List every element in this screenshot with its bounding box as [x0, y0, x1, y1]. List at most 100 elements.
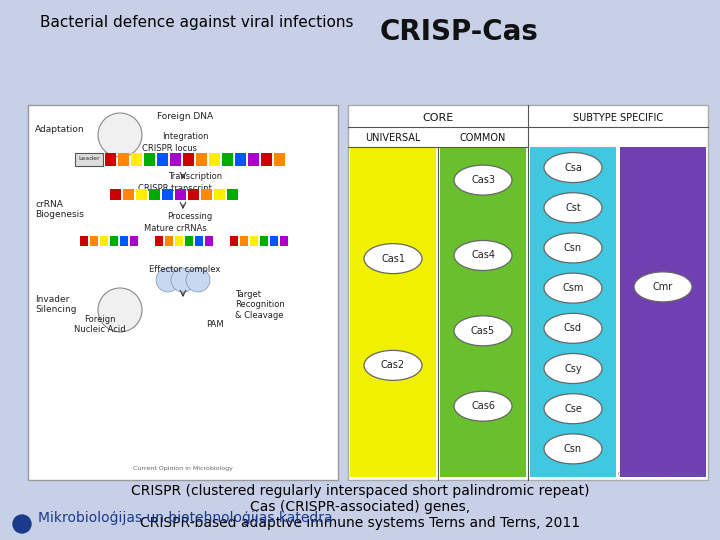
Text: Cas6: Cas6 — [471, 401, 495, 411]
Bar — [274, 153, 285, 166]
Text: Cas1: Cas1 — [381, 254, 405, 264]
Text: Cas5: Cas5 — [471, 326, 495, 336]
Bar — [170, 153, 181, 166]
Bar — [183, 153, 194, 166]
Text: Csn: Csn — [564, 243, 582, 253]
Bar — [195, 236, 203, 246]
Bar — [123, 189, 134, 200]
Bar — [165, 236, 173, 246]
Text: Mikrobioloģijas un biotehnoloģijas katedra: Mikrobioloģijas un biotehnoloģijas kated… — [38, 511, 333, 525]
Bar — [196, 153, 207, 166]
Ellipse shape — [454, 391, 512, 421]
Bar — [110, 189, 121, 200]
Text: Integration: Integration — [162, 132, 208, 141]
Text: Processing: Processing — [167, 212, 212, 221]
Circle shape — [186, 268, 210, 292]
Text: Csa: Csa — [564, 163, 582, 173]
Text: Adaptation: Adaptation — [35, 125, 85, 134]
Bar — [162, 189, 173, 200]
Bar — [155, 236, 163, 246]
Bar — [149, 189, 160, 200]
Circle shape — [98, 113, 142, 157]
Bar — [440, 147, 526, 477]
Bar — [201, 189, 212, 200]
Ellipse shape — [544, 394, 602, 424]
Bar — [280, 236, 288, 246]
Bar — [205, 236, 213, 246]
Bar — [75, 153, 103, 166]
Ellipse shape — [364, 244, 422, 274]
Ellipse shape — [544, 273, 602, 303]
Text: CRISPR (clustered regularly interspaced short palindromic repeat): CRISPR (clustered regularly interspaced … — [131, 484, 589, 498]
Bar — [214, 189, 225, 200]
Ellipse shape — [454, 165, 512, 195]
Bar — [235, 153, 246, 166]
Text: Foreign
Nucleic Acid: Foreign Nucleic Acid — [74, 315, 126, 334]
Ellipse shape — [544, 434, 602, 464]
Text: Csn: Csn — [564, 444, 582, 454]
Circle shape — [171, 268, 195, 292]
Bar — [118, 153, 129, 166]
Bar — [348, 105, 708, 480]
Ellipse shape — [454, 316, 512, 346]
Text: Bacterial defence against viral infections: Bacterial defence against viral infectio… — [40, 15, 354, 30]
Bar — [28, 105, 338, 480]
Text: Cse: Cse — [564, 404, 582, 414]
Ellipse shape — [544, 233, 602, 263]
Text: Foreign DNA: Foreign DNA — [157, 112, 213, 121]
Polygon shape — [17, 516, 27, 522]
Text: Cas3: Cas3 — [471, 175, 495, 185]
Ellipse shape — [544, 153, 602, 183]
Bar — [185, 236, 193, 246]
Text: Effector complex: Effector complex — [149, 265, 221, 274]
Text: UNIVERSAL: UNIVERSAL — [365, 133, 420, 143]
Text: Current Opinion in Microbiology: Current Opinion in Microbiology — [133, 466, 233, 471]
Text: Mature crRNAs: Mature crRNAs — [143, 224, 207, 233]
Bar — [261, 153, 272, 166]
Bar — [227, 189, 238, 200]
Bar — [248, 153, 259, 166]
Text: PAM: PAM — [206, 320, 224, 329]
Text: CRISPR-based adaptive immune systems Terns and Terns, 2011: CRISPR-based adaptive immune systems Ter… — [140, 516, 580, 530]
Text: crRNA
Biogenesis: crRNA Biogenesis — [35, 200, 84, 219]
Bar — [620, 147, 706, 477]
Ellipse shape — [544, 313, 602, 343]
Bar — [350, 147, 436, 477]
Bar — [136, 189, 147, 200]
Bar — [188, 189, 199, 200]
Ellipse shape — [634, 272, 692, 302]
Bar — [130, 236, 138, 246]
Text: Csy: Csy — [564, 363, 582, 374]
Bar — [209, 153, 220, 166]
Bar — [240, 236, 248, 246]
Text: CRISPR locus: CRISPR locus — [143, 144, 197, 153]
Bar — [250, 236, 258, 246]
Text: CRISP-Cas: CRISP-Cas — [380, 18, 539, 46]
Circle shape — [98, 288, 142, 332]
Ellipse shape — [364, 350, 422, 380]
Text: Csm: Csm — [562, 283, 584, 293]
Bar — [131, 153, 142, 166]
Text: Cas4: Cas4 — [471, 251, 495, 260]
Bar — [100, 236, 108, 246]
Bar — [120, 236, 128, 246]
Circle shape — [13, 515, 31, 533]
Ellipse shape — [544, 354, 602, 383]
Bar — [175, 189, 186, 200]
Text: Transcription: Transcription — [168, 172, 222, 181]
Circle shape — [156, 268, 180, 292]
Bar — [530, 147, 616, 477]
Bar — [110, 236, 118, 246]
Bar — [80, 236, 88, 246]
Ellipse shape — [454, 240, 512, 271]
Bar — [260, 236, 268, 246]
Bar — [175, 236, 183, 246]
Bar — [270, 236, 278, 246]
Bar — [230, 236, 238, 246]
Text: Invader
Silencing: Invader Silencing — [35, 295, 76, 314]
Text: CORE: CORE — [423, 113, 454, 123]
Text: Cas2: Cas2 — [381, 360, 405, 370]
Bar — [222, 153, 233, 166]
Text: Leader: Leader — [78, 157, 100, 161]
Bar — [90, 236, 98, 246]
